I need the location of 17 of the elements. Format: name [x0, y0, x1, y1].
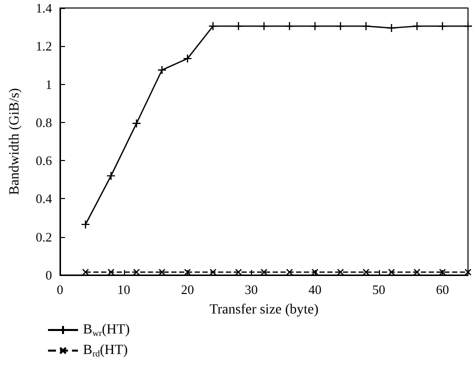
y-tick-label: 1.4: [36, 0, 52, 16]
x-axis-title: Transfer size (byte): [209, 302, 319, 318]
y-tick-label: 0.6: [36, 153, 52, 168]
x-tick-label: 30: [244, 282, 258, 297]
y-tick-label: 0.2: [36, 229, 52, 244]
y-tick-label: 0: [46, 268, 52, 282]
x-tick-label: 50: [372, 282, 386, 297]
x-tick-label: 40: [308, 282, 322, 297]
y-tick-label: 1: [46, 76, 52, 92]
y-axis-title: Bandwidth (GiB/s): [8, 88, 22, 195]
x-tick-label: 60: [436, 282, 449, 297]
x-tick-label: 0: [56, 282, 64, 297]
x-tick-label: 10: [117, 282, 130, 297]
y-tick-label: 0.4: [36, 191, 52, 206]
x-tick-label: 20: [181, 282, 194, 297]
y-tick-label: 1.2: [36, 38, 52, 54]
y-tick-label: 0.8: [36, 114, 52, 130]
